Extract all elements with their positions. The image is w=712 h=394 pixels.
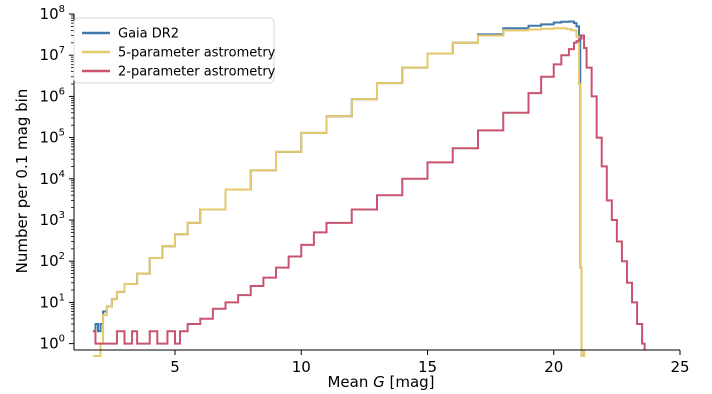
series-layer	[92, 20, 646, 358]
legend-label: Gaia DR2	[118, 27, 179, 42]
y-tick-label: 104	[40, 169, 65, 188]
legend-frame	[73, 17, 275, 84]
y-tick-label: 102	[40, 251, 65, 270]
y-tick-label: 100	[40, 334, 65, 353]
legend-label: 5-parameter astrometry	[118, 46, 276, 61]
x-tick-label: 10	[292, 358, 311, 376]
legend-label: 2-parameter astrometry	[118, 65, 276, 80]
y-tick-label: 105	[40, 128, 65, 147]
x-tick-label: 5	[170, 358, 180, 376]
y-ticks: 100 101 102 103 104 105 106 107 108	[40, 4, 74, 353]
x-tick-label: 15	[418, 358, 437, 376]
y-axis-title: Number per 0.1 mag bin	[13, 89, 31, 274]
legend-items: Gaia DR2 5-parameter astrometry 2-paramete…	[82, 27, 276, 80]
y-tick-label: 101	[40, 292, 65, 311]
legend: Gaia DR2 5-parameter astrometry 2-paramete…	[73, 17, 276, 84]
x-tick-label: 25	[670, 358, 689, 376]
y-tick-label: 103	[40, 210, 65, 229]
series-line-2	[92, 27, 586, 358]
x-ticks: 5 10 15 20 25	[170, 350, 690, 376]
x-tick-label: 20	[544, 358, 563, 376]
series-line-3	[92, 34, 646, 350]
y-tick-label: 108	[40, 4, 65, 23]
x-axis-title: Mean G [mag]	[327, 373, 434, 391]
y-tick-label: 106	[40, 86, 65, 105]
y-tick-label: 107	[40, 45, 65, 64]
